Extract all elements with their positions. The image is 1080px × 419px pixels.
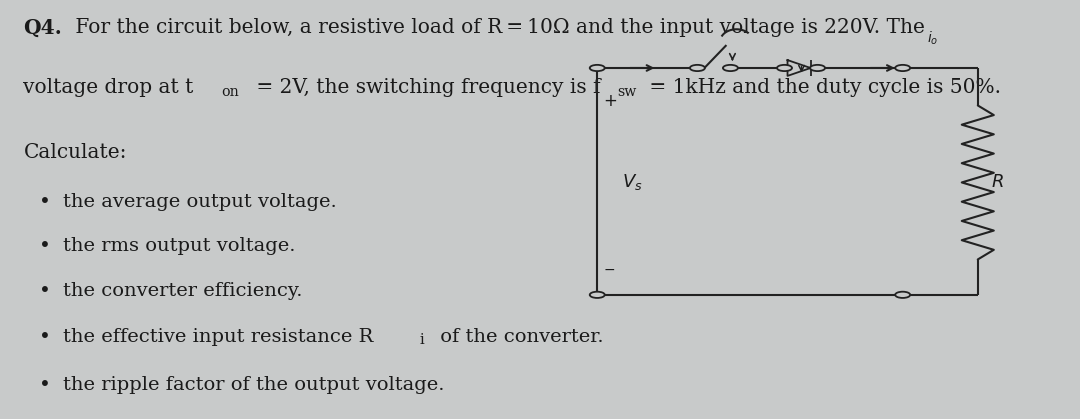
Text: voltage drop at t: voltage drop at t [24, 78, 193, 97]
Text: $R$: $R$ [990, 173, 1003, 191]
Text: = 1kHz and the duty cycle is 50%.: = 1kHz and the duty cycle is 50%. [644, 78, 1001, 97]
Text: •: • [40, 376, 52, 395]
Circle shape [895, 65, 910, 71]
Text: = 2V, the switching frequency is f: = 2V, the switching frequency is f [249, 78, 600, 97]
Text: •: • [40, 193, 52, 212]
Text: the converter efficiency.: the converter efficiency. [64, 282, 303, 300]
Text: Q4.: Q4. [24, 18, 63, 38]
Circle shape [590, 292, 605, 298]
Text: sw: sw [618, 85, 636, 98]
Text: −: − [604, 263, 616, 277]
Circle shape [690, 65, 705, 71]
Circle shape [590, 65, 605, 71]
Text: +: + [604, 92, 617, 110]
Text: $i_o$: $i_o$ [927, 30, 939, 47]
Text: i: i [420, 333, 424, 347]
Circle shape [810, 65, 825, 71]
Circle shape [895, 292, 910, 298]
Circle shape [723, 65, 738, 71]
Text: the effective input resistance R: the effective input resistance R [64, 328, 374, 346]
Text: on: on [221, 85, 240, 98]
Text: the ripple factor of the output voltage.: the ripple factor of the output voltage. [64, 376, 445, 394]
Text: For the circuit below, a resistive load of R = 10Ω and the input voltage is 220V: For the circuit below, a resistive load … [69, 18, 926, 37]
Text: •: • [40, 282, 52, 301]
Text: •: • [40, 237, 52, 256]
Text: $V_s$: $V_s$ [622, 173, 643, 192]
Circle shape [777, 65, 792, 71]
Text: of the converter.: of the converter. [434, 328, 604, 346]
Text: •: • [40, 328, 52, 347]
Text: the rms output voltage.: the rms output voltage. [64, 237, 296, 255]
Text: Calculate:: Calculate: [24, 143, 127, 162]
Text: the average output voltage.: the average output voltage. [64, 193, 337, 211]
